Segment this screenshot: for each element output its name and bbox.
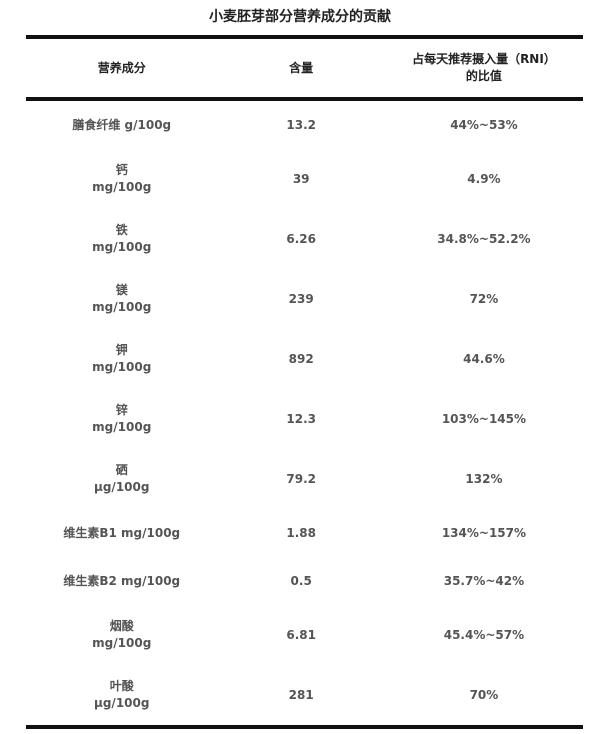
rni-cell: 44%~53% [450, 117, 518, 132]
nutrient-cell: 硒 μg/100g [26, 449, 217, 509]
nutrient-cell: 烟酸 mg/100g [26, 605, 217, 665]
nutrient-unit: mg/100g [92, 240, 152, 254]
nutrient-unit: mg/100g [92, 360, 152, 374]
table-row: 铁 mg/100g 6.26 34.8%~52.2% [26, 209, 583, 269]
nutrient-name: 铁 [115, 223, 128, 237]
nutrient-name: 维生素B2 mg/100g [63, 573, 181, 588]
amount-cell: 892 [288, 351, 314, 366]
table-row: 烟酸 mg/100g 6.81 45.4%~57% [26, 605, 583, 665]
nutrient-cell: 镁 mg/100g [26, 269, 217, 329]
nutrient-cell: 钾 mg/100g [26, 329, 217, 389]
amount-cell: 13.2 [286, 117, 316, 132]
rni-cell: 4.9% [467, 171, 501, 186]
amount-cell: 1.88 [286, 525, 316, 540]
nutrient-unit: mg/100g [92, 420, 152, 434]
nutrient-cell: 维生素B1 mg/100g [26, 509, 217, 557]
nutrient-cell: 膳食纤维 g/100g [26, 99, 217, 149]
amount-cell: 6.26 [286, 231, 316, 246]
rni-cell: 70% [384, 665, 583, 729]
nutrient-name: 锌 [115, 403, 128, 417]
nutrient-cell: 锌 mg/100g [26, 389, 217, 449]
rni-cell: 35.7%~42% [443, 573, 525, 588]
table-row: 钾 mg/100g 892 44.6% [26, 329, 583, 389]
amount-cell: 79.2 [286, 471, 316, 486]
table-row: 锌 mg/100g 12.3 103%~145% [26, 389, 583, 449]
amount-cell: 39 [292, 171, 310, 186]
table-row: 膳食纤维 g/100g 13.2 44%~53% [26, 99, 583, 149]
nutrient-cell: 叶酸 μg/100g [26, 665, 218, 729]
nutrient-unit: mg/100g [92, 180, 152, 194]
rni-cell: 44.6% [463, 351, 505, 366]
rni-cell: 45.4%~57% [443, 627, 525, 642]
header-amount: 含量 [217, 35, 385, 101]
nutrient-unit: μg/100g [94, 480, 150, 494]
table-row: 钙 mg/100g 39 4.9% [26, 149, 583, 209]
nutrient-cell: 钙 mg/100g [26, 149, 217, 209]
amount-cell: 12.3 [286, 411, 316, 426]
table-row: 镁 mg/100g 239 72% [26, 269, 583, 329]
nutrient-name: 硒 [115, 463, 128, 477]
nutrient-name: 钙 [115, 163, 128, 177]
header-row: 营养成分 含量 占每天推荐摄入量（RNI）的比值 [26, 35, 583, 101]
rni-cell: 134%~157% [441, 525, 527, 540]
nutrient-name: 膳食纤维 g/100g [72, 117, 172, 132]
nutrient-name: 镁 [115, 283, 128, 297]
rni-cell: 34.8%~52.2% [437, 231, 531, 246]
rni-cell: 132% [465, 471, 503, 486]
table-title: 小麦胚芽部分营养成分的贡献 [209, 9, 391, 25]
table-row: 叶酸 μg/100g 281 70% [26, 665, 583, 729]
amount-cell: 6.81 [286, 627, 316, 642]
rni-cell: 72% [469, 291, 499, 306]
header-rni-text: 占每天推荐摄入量（RNI）的比值 [412, 52, 556, 83]
table-row: 维生素B1 mg/100g 1.88 134%~157% [26, 509, 583, 557]
nutrient-cell: 维生素B2 mg/100g [26, 557, 217, 605]
rni-cell: 103%~145% [441, 411, 527, 426]
nutrient-name: 烟酸 [109, 619, 134, 633]
nutrient-name: 维生素B1 mg/100g [63, 525, 181, 540]
nutrient-unit: μg/100g [94, 696, 150, 710]
nutrient-name: 叶酸 [109, 679, 134, 693]
table-row: 维生素B2 mg/100g 0.5 35.7%~42% [26, 557, 583, 605]
nutrient-cell: 铁 mg/100g [26, 209, 217, 269]
nutrient-unit: mg/100g [92, 300, 152, 314]
amount-cell: 281 [217, 665, 385, 729]
nutrient-name: 钾 [115, 343, 128, 357]
amount-cell: 239 [288, 291, 314, 306]
table-row: 硒 μg/100g 79.2 132% [26, 449, 583, 509]
header-nutrient: 营养成分 [26, 35, 218, 101]
nutrient-unit: mg/100g [92, 636, 152, 650]
nutrition-table: 营养成分 含量 占每天推荐摄入量（RNI）的比值 膳食纤维 g/100g 13.2… [26, 35, 583, 729]
header-rni: 占每天推荐摄入量（RNI）的比值 [384, 35, 583, 101]
amount-cell: 0.5 [290, 573, 312, 588]
